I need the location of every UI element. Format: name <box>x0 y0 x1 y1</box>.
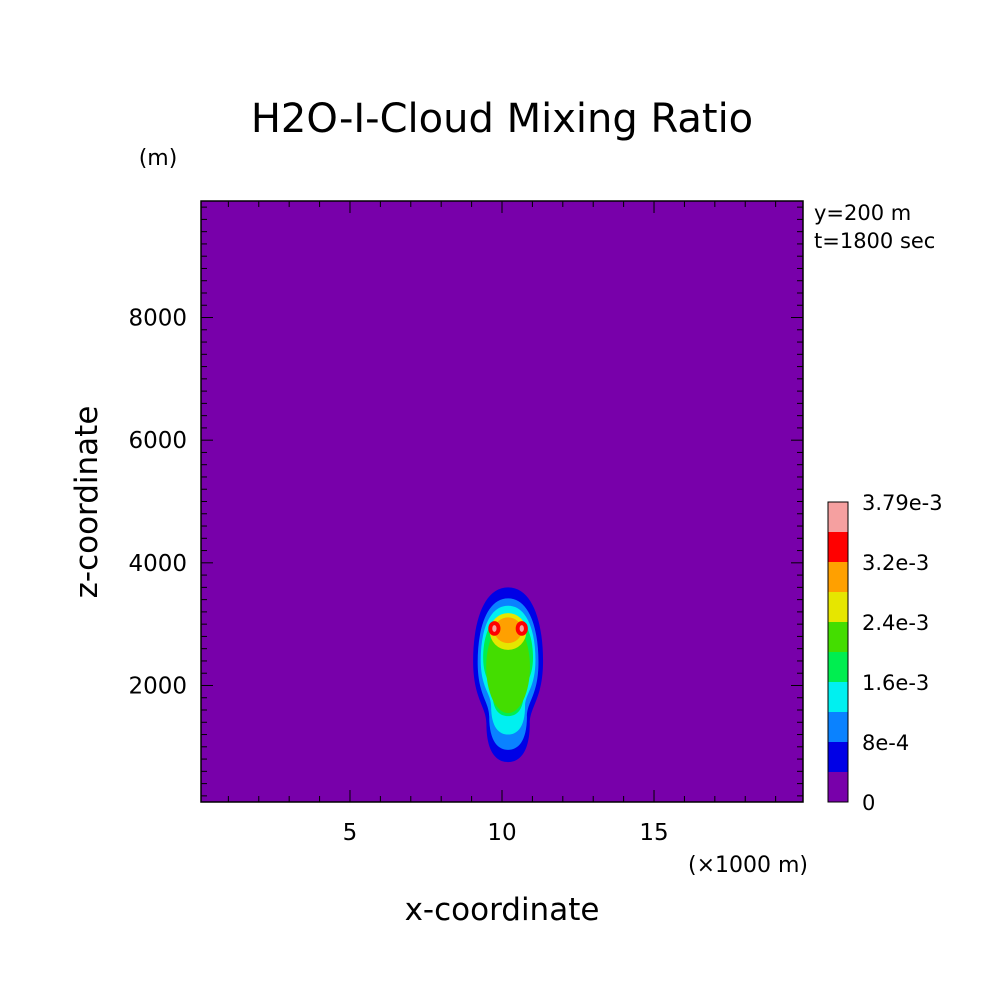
contour-level-9 <box>519 625 524 632</box>
colorbar-swatch <box>828 742 848 772</box>
chart-title: H2O-I-Cloud Mixing Ratio <box>251 96 753 142</box>
y-axis-label: z-coordinate <box>69 406 105 599</box>
y-tick-label: 8000 <box>128 306 187 332</box>
colorbar-swatch <box>828 652 848 682</box>
y-unit-label: (m) <box>139 146 178 171</box>
colorbar-swatch <box>828 502 848 532</box>
axis-ticks <box>201 201 803 802</box>
plot-frame <box>200 200 804 803</box>
colorbar-swatch <box>828 622 848 652</box>
info-line-y: y=200 m <box>814 201 911 225</box>
colorbar-swatch <box>828 592 848 622</box>
y-tick-label: 4000 <box>128 551 187 577</box>
y-tick-label: 6000 <box>128 428 187 454</box>
colorbar-swatch <box>828 562 848 592</box>
colorbar-tick-label: 1.6e-3 <box>862 671 929 695</box>
colorbar-tick-label: 8e-4 <box>862 731 909 755</box>
colorbar-tick-label: 3.2e-3 <box>862 551 929 575</box>
colorbar-tick-label: 0 <box>862 791 875 815</box>
x-tick-label: 15 <box>639 820 668 846</box>
colorbar-swatch <box>828 682 848 712</box>
x-axis-label: x-coordinate <box>405 892 600 928</box>
info-line-t: t=1800 sec <box>814 229 935 253</box>
x-tick-labels: 5 10 15 <box>343 820 669 846</box>
colorbar-swatch <box>828 712 848 742</box>
y-tick-labels: 2000 4000 6000 8000 <box>128 306 187 700</box>
y-tick-label: 2000 <box>128 673 187 699</box>
plot-area <box>200 200 804 803</box>
colorbar-tick-label: 2.4e-3 <box>862 611 929 635</box>
colorbar-tick-label: 3.79e-3 <box>862 491 943 515</box>
colorbar: 0 8e-4 1.6e-3 2.4e-3 3.2e-3 3.79e-3 <box>827 491 943 815</box>
x-unit-label: (×1000 m) <box>688 853 808 878</box>
x-tick-label: 5 <box>343 820 358 846</box>
colorbar-swatch <box>828 532 848 562</box>
colorbar-frame <box>827 501 849 803</box>
colorbar-swatch <box>828 772 848 802</box>
contour-level-9 <box>492 625 497 632</box>
contour-level-7 <box>494 617 522 644</box>
x-tick-label: 10 <box>487 820 516 846</box>
contour-fills <box>473 587 544 763</box>
